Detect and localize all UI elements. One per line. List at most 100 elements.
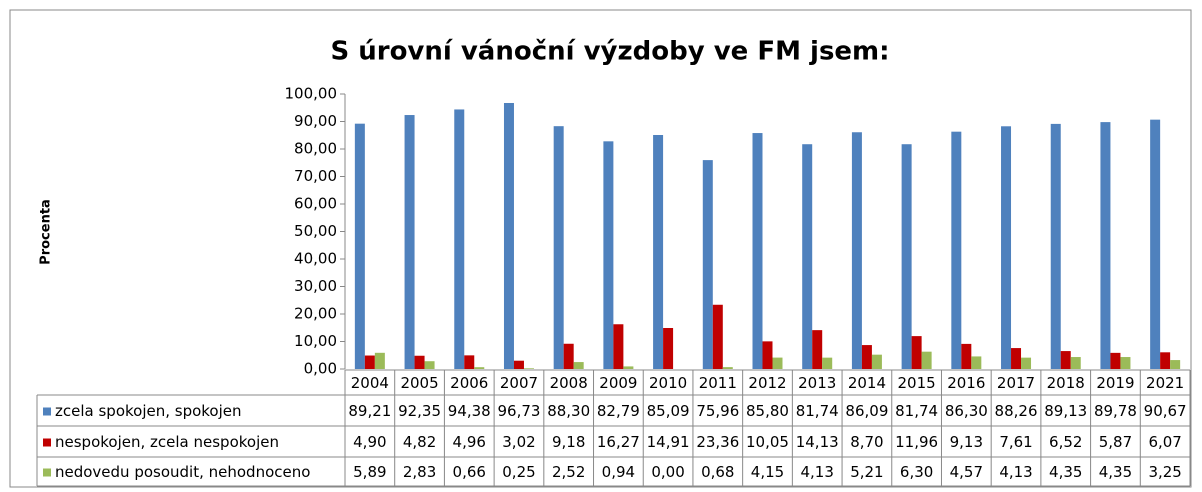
bar: [563, 343, 574, 369]
table-value: 88,26: [995, 402, 1038, 420]
legend-label: nedovedu posoudit, nehodnoceno: [55, 463, 310, 481]
table-value: 82,79: [597, 402, 640, 420]
bar: [623, 366, 634, 369]
bar: [961, 343, 972, 369]
x-tick-label: 2013: [798, 374, 836, 392]
bar: [772, 357, 783, 369]
bar: [663, 327, 674, 369]
y-tick-label: 70,00: [294, 167, 337, 185]
bar: [1120, 357, 1131, 369]
y-tick-label: 0,00: [304, 360, 337, 378]
y-tick-label: 40,00: [294, 250, 337, 268]
bar: [971, 356, 982, 369]
table-value: 86,09: [845, 402, 888, 420]
bar: [752, 133, 763, 369]
bar: [802, 144, 813, 369]
table-value: 0,94: [602, 463, 635, 481]
x-tick-label: 2016: [947, 374, 985, 392]
table-value: 9,18: [552, 433, 585, 451]
bar: [374, 352, 385, 369]
bar: [901, 144, 912, 369]
bar: [474, 367, 485, 369]
table-value: 11,96: [895, 433, 938, 451]
bar: [364, 355, 375, 369]
bar: [851, 132, 862, 369]
bar: [871, 354, 882, 369]
table-value: 10,05: [746, 433, 789, 451]
bar: [1021, 357, 1032, 369]
table-value: 4,13: [801, 463, 834, 481]
x-tick-label: 2008: [550, 374, 588, 392]
y-tick-label: 80,00: [294, 140, 337, 158]
bar: [822, 357, 833, 369]
table-value: 4,13: [999, 463, 1032, 481]
bar: [503, 102, 514, 370]
chart-title: S úrovní vánoční výzdoby ve FM jsem:: [330, 37, 889, 67]
bar: [762, 341, 773, 369]
table-value: 89,78: [1094, 402, 1137, 420]
table-value: 88,30: [547, 402, 590, 420]
bar: [702, 160, 713, 369]
bar: [354, 123, 365, 369]
table-value: 4,35: [1099, 463, 1132, 481]
x-tick-label: 2018: [1047, 374, 1085, 392]
table-value: 94,38: [448, 402, 491, 420]
table-value: 4,35: [1049, 463, 1082, 481]
table-value: 86,30: [945, 402, 988, 420]
bar: [1110, 352, 1121, 369]
y-tick-label: 90,00: [294, 112, 337, 130]
bar: [1070, 357, 1081, 369]
table-value: 81,74: [895, 402, 938, 420]
x-tick-label: 2019: [1096, 374, 1134, 392]
bar: [722, 367, 733, 369]
table-value: 85,09: [647, 402, 690, 420]
bar: [1060, 351, 1071, 369]
bar: [523, 368, 534, 369]
bar: [911, 336, 922, 369]
legend-key: [43, 438, 51, 447]
bar: [712, 304, 723, 369]
bar: [1150, 119, 1161, 369]
y-axis-label: Procenta: [39, 199, 54, 265]
table-value: 9,13: [950, 433, 983, 451]
table-value: 89,13: [1044, 402, 1087, 420]
y-tick-label: 100,00: [285, 85, 338, 103]
bar: [573, 362, 584, 369]
y-tick-label: 60,00: [294, 195, 337, 213]
legend-key: [43, 468, 51, 477]
x-tick-label: 2014: [848, 374, 886, 392]
table-value: 4,82: [403, 433, 436, 451]
table-value: 6,30: [900, 463, 933, 481]
x-tick-label: 2005: [400, 374, 438, 392]
bar: [553, 126, 564, 369]
bar: [1050, 123, 1061, 369]
y-tick-label: 20,00: [294, 305, 337, 323]
x-tick-label: 2017: [997, 374, 1035, 392]
table-value: 2,83: [403, 463, 436, 481]
x-tick-label: 2012: [748, 374, 786, 392]
table-value: 3,02: [502, 433, 535, 451]
table-value: 5,89: [353, 463, 386, 481]
table-value: 89,21: [348, 402, 391, 420]
bar: [454, 109, 465, 369]
y-tick-label: 30,00: [294, 277, 337, 295]
bar: [861, 345, 872, 369]
bar: [812, 330, 823, 369]
x-tick-label: 2007: [500, 374, 538, 392]
bar: [513, 360, 524, 369]
table-value: 0,66: [453, 463, 486, 481]
table-value: 96,73: [497, 402, 540, 420]
table-value: 85,80: [746, 402, 789, 420]
bar: [1011, 348, 1022, 369]
x-tick-label: 2021: [1146, 374, 1184, 392]
table-value: 92,35: [398, 402, 441, 420]
table-value: 4,96: [453, 433, 486, 451]
bar: [414, 355, 425, 369]
table-value: 81,74: [796, 402, 839, 420]
bar: [1001, 126, 1012, 369]
table-value: 7,61: [999, 433, 1032, 451]
table-value: 16,27: [597, 433, 640, 451]
table-value: 5,21: [850, 463, 883, 481]
table-value: 90,67: [1144, 402, 1187, 420]
x-tick-label: 2009: [599, 374, 637, 392]
